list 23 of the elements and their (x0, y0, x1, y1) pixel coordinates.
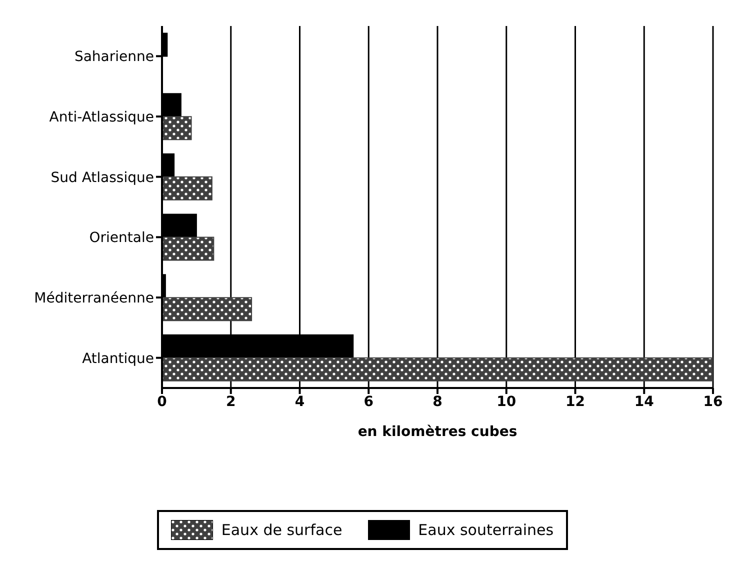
bar (162, 297, 252, 322)
x-tick-label: 8 (432, 394, 442, 410)
legend-label: Eaux souterraines (417, 520, 554, 540)
bar (162, 357, 713, 382)
bar (162, 116, 192, 140)
legend-label: Eaux de surface (220, 520, 342, 540)
x-axis-title: en kilomètres cubes (358, 424, 518, 440)
y-tick-label: Anti-Atlassique (49, 109, 154, 126)
x-tick-label: 16 (703, 394, 723, 410)
y-tick-label: Méditerranéenne (34, 290, 154, 306)
x-tick-label: 10 (496, 394, 516, 410)
bar (162, 176, 212, 200)
x-tick-label: 12 (566, 394, 585, 410)
y-tick-label: Atlantique (82, 350, 154, 367)
x-tick-label: 6 (364, 394, 374, 410)
y-tick-label: Orientale (89, 230, 154, 246)
x-tick-label: 0 (157, 394, 168, 410)
x-tick-label: 14 (634, 394, 654, 410)
x-tick-label: 2 (226, 394, 236, 410)
bar (162, 236, 214, 261)
x-tick-label: 4 (294, 394, 305, 410)
y-tick-label: Saharienne (74, 49, 154, 66)
y-tick-label: Sud Atlassique (50, 170, 154, 186)
